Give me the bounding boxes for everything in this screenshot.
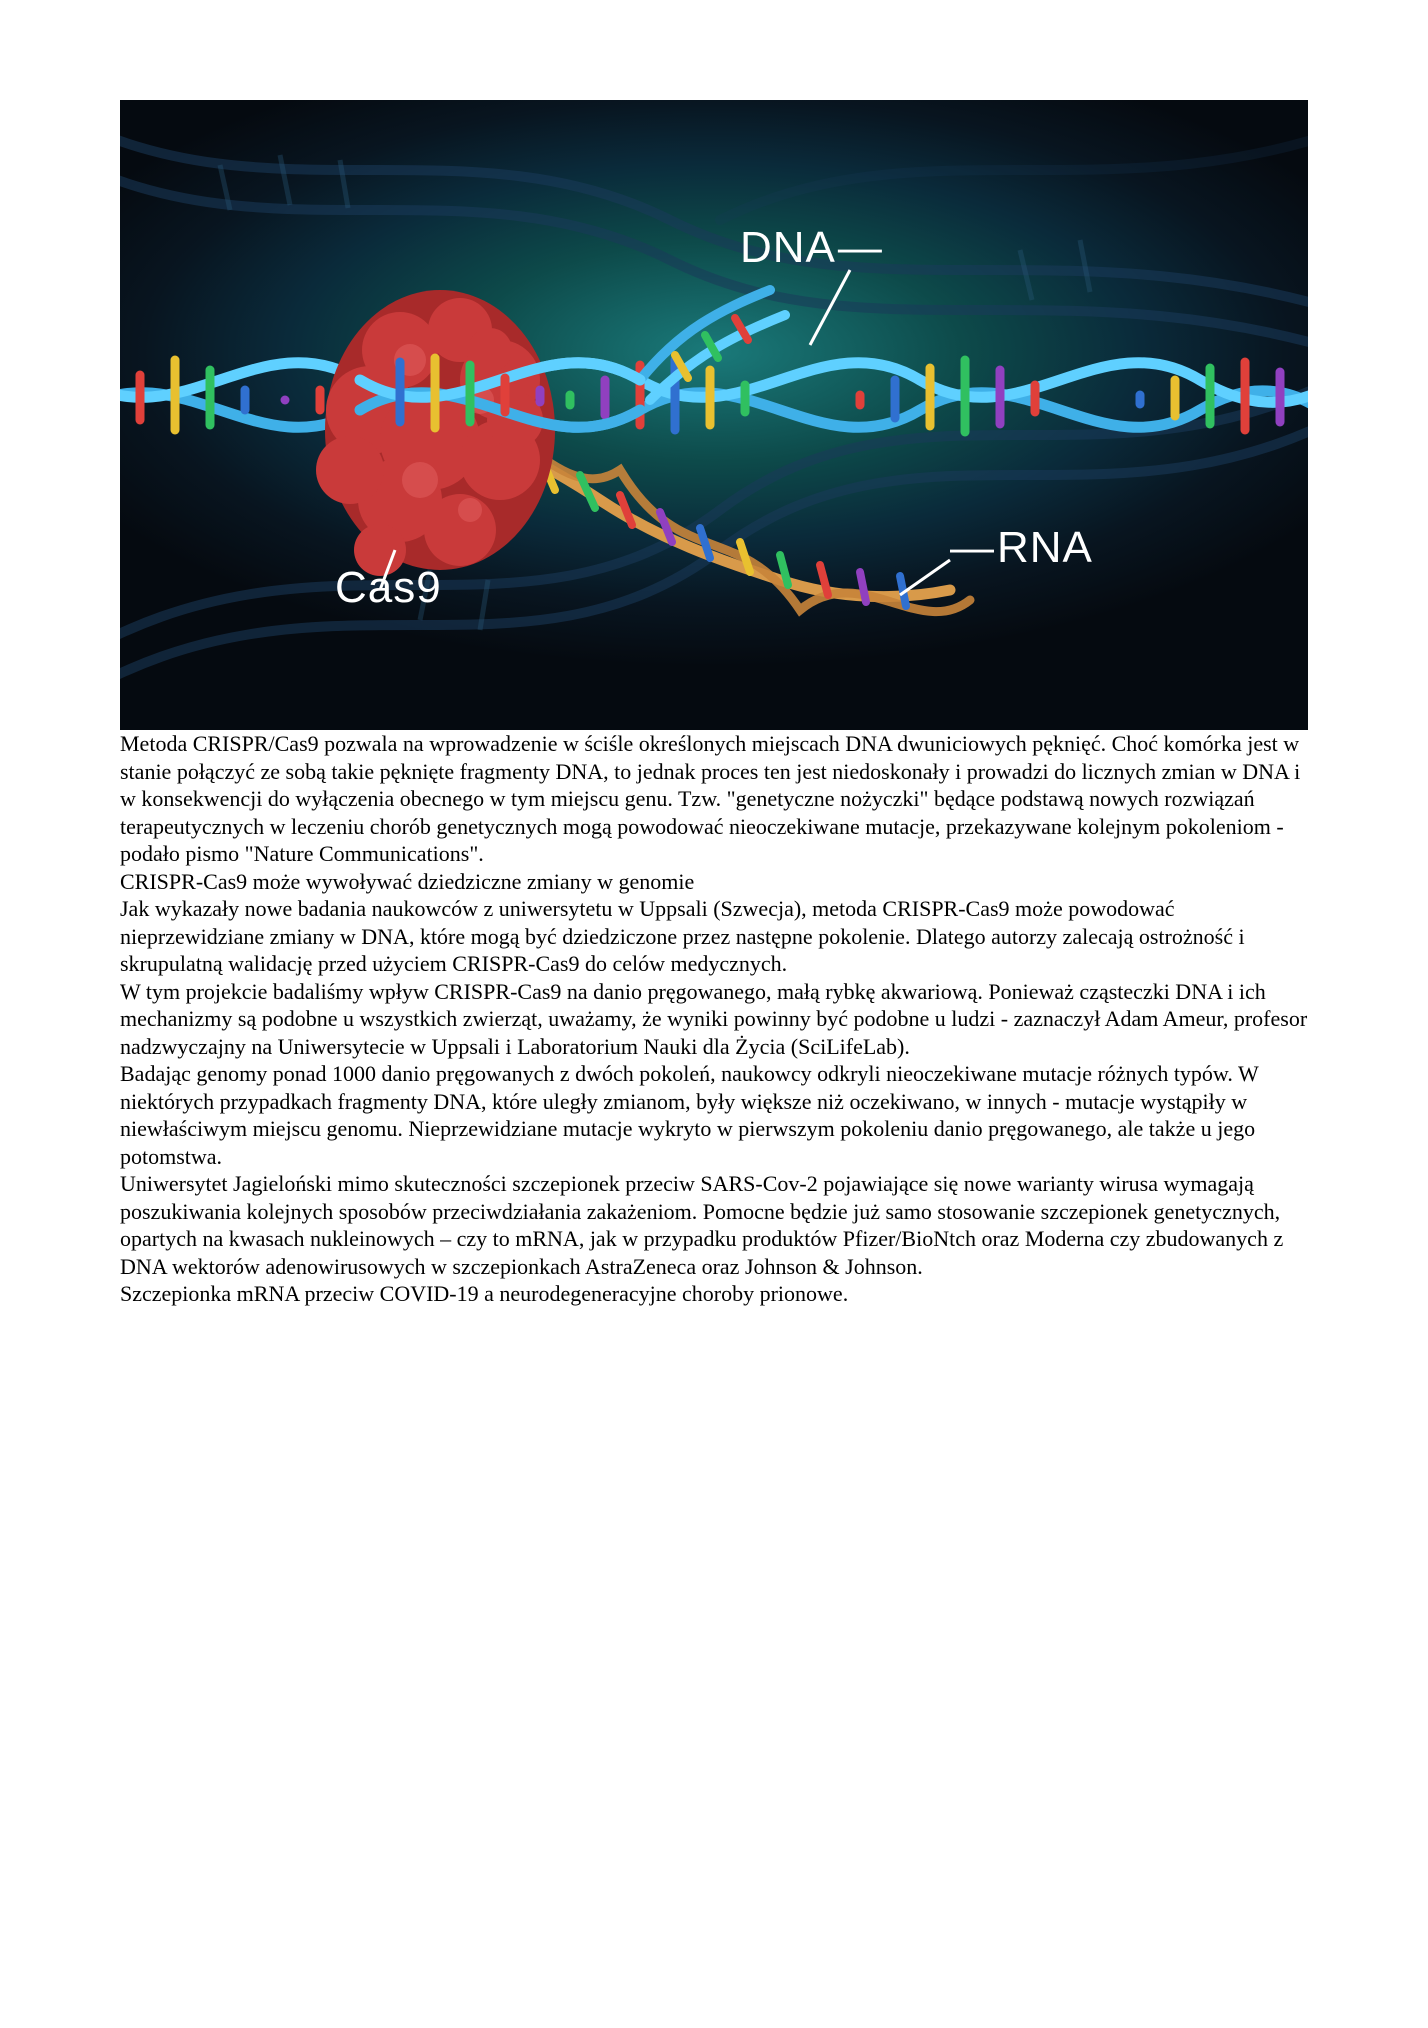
figure-label-dna: DNA— <box>740 220 883 275</box>
page: DNA— —RNA Cas9 Metoda CRISPR/Cas9 pozwal… <box>0 0 1428 1408</box>
figure-label-rna: —RNA <box>950 520 1093 575</box>
paragraph-6: Uniwersytet Jagieloński mimo skutecznośc… <box>120 1170 1308 1280</box>
crispr-svg <box>120 100 1308 730</box>
figure-label-cas9: Cas9 <box>335 560 442 615</box>
paragraph-2: CRISPR-Cas9 może wywoływać dziedziczne z… <box>120 868 1308 896</box>
paragraph-4: W tym projekcie badaliśmy wpływ CRISPR-C… <box>120 978 1308 1061</box>
paragraph-1: Metoda CRISPR/Cas9 pozwala na wprowadzen… <box>120 730 1308 868</box>
crispr-figure: DNA— —RNA Cas9 <box>120 100 1308 730</box>
article-body: Metoda CRISPR/Cas9 pozwala na wprowadzen… <box>120 730 1308 1308</box>
paragraph-3: Jak wykazały nowe badania naukowców z un… <box>120 895 1308 978</box>
paragraph-7: Szczepionka mRNA przeciw COVID-19 a neur… <box>120 1280 1308 1308</box>
paragraph-5: Badając genomy ponad 1000 danio pręgowan… <box>120 1060 1308 1170</box>
